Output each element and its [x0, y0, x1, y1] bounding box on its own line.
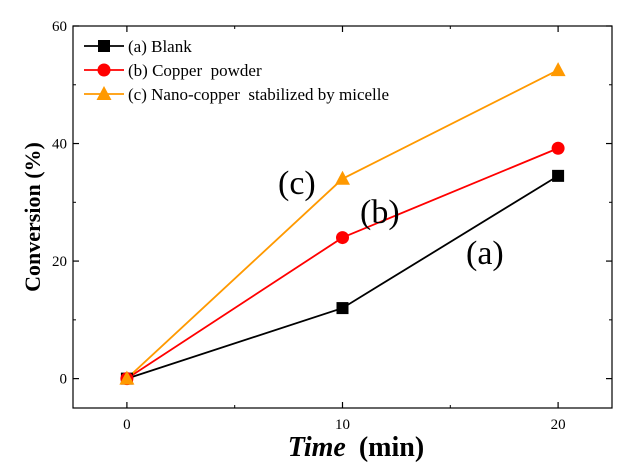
y-tick-label: 40 — [52, 137, 67, 153]
annotation-b: (b) — [360, 194, 400, 231]
y-tick-label: 20 — [52, 254, 67, 270]
x-tick-label: 0 — [123, 417, 131, 433]
legend-label-1: (b) Copper powder — [128, 61, 262, 80]
y-tick-label: 60 — [52, 19, 67, 35]
legend-label-0: (a) Blank — [128, 37, 192, 56]
legend-marker-0 — [98, 40, 110, 52]
series-lines — [126, 69, 559, 380]
x-axis-label-unit: (min) — [359, 432, 424, 463]
legend-label-2: (c) Nano-copper stabilized by micelle — [128, 85, 389, 104]
data-point-2-2 — [550, 62, 566, 77]
x-axis-label-italic: Time — [288, 432, 346, 463]
data-point-0-1 — [336, 302, 349, 315]
annotation-a: (a) — [466, 235, 504, 272]
legend-marker-2 — [96, 86, 112, 100]
data-point-1-2 — [551, 141, 565, 155]
x-tick-label: 10 — [335, 417, 350, 433]
x-axis-label: Time (min) — [288, 432, 424, 463]
legend: (a) Blank (b) Copper powder (c) Nano-coppe… — [84, 37, 389, 104]
series-line-2 — [126, 69, 559, 380]
legend-marker-1 — [97, 63, 111, 77]
y-axis-label: Conversion (%) — [20, 142, 45, 292]
data-point-2-1 — [335, 170, 350, 185]
y-tick-label: 0 — [60, 372, 68, 388]
series-line-0 — [126, 175, 559, 380]
data-point-0-2 — [552, 169, 565, 182]
series-markers — [119, 62, 566, 386]
annotation-c: (c) — [278, 165, 316, 202]
x-tick-label: 20 — [551, 417, 566, 433]
axis-ticks: 0 10 20 0 20 40 60 — [52, 19, 612, 433]
data-point-1-1 — [336, 231, 349, 245]
data-point-2-0 — [119, 370, 135, 385]
